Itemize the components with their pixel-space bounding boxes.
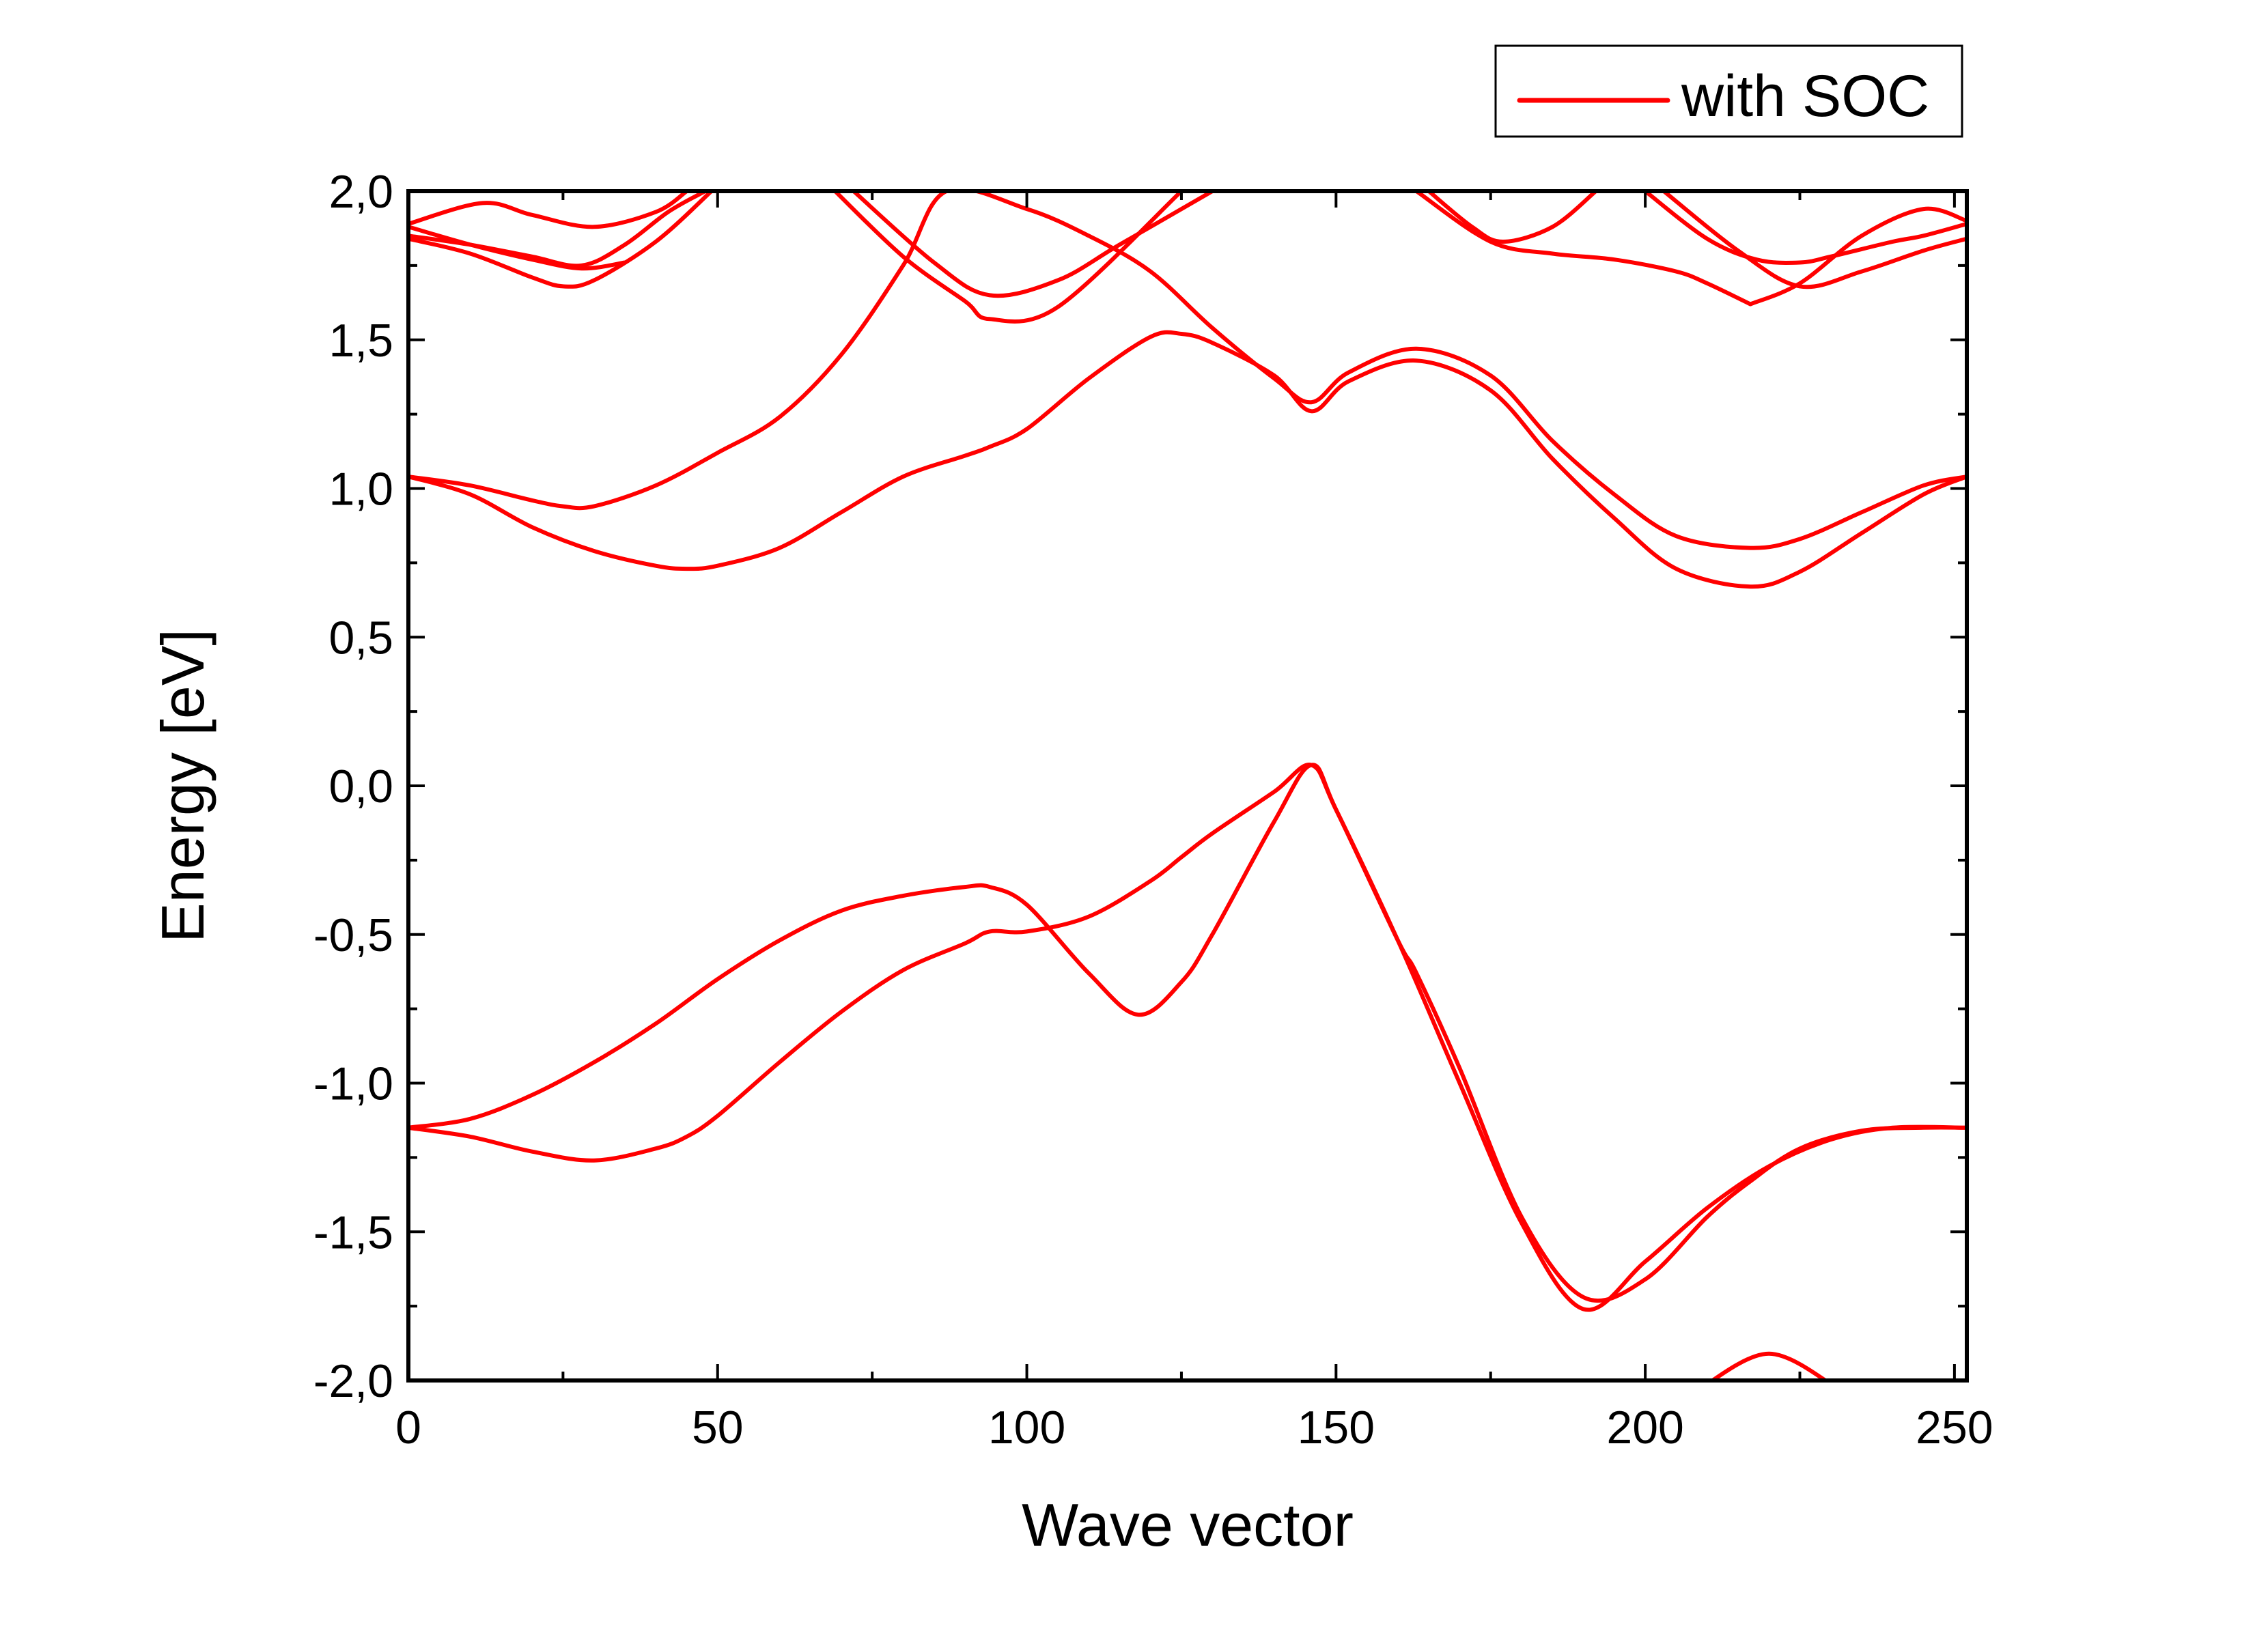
x-tick-label: 150	[1298, 1402, 1375, 1454]
band-line-4	[408, 191, 1967, 550]
band-line-13	[1643, 191, 1967, 265]
x-tick-label: 100	[988, 1402, 1065, 1454]
band-line-15	[1748, 206, 1967, 307]
x-axis-label: Wave vector	[1022, 1491, 1354, 1559]
band-line-6	[408, 191, 708, 268]
y-tick-label: 1,5	[328, 315, 393, 367]
y-tick-label: -1,5	[313, 1206, 393, 1258]
band-line-5	[408, 191, 714, 289]
band-line-14	[1662, 191, 1967, 289]
legend-box	[1494, 44, 1963, 138]
x-tick-label: 50	[692, 1402, 744, 1454]
legend: with SOC	[1494, 44, 1963, 138]
band-line-11	[1414, 191, 1753, 307]
x-tick-label: 0	[395, 1402, 421, 1454]
band-line-7	[408, 191, 689, 229]
y-tick-label: -0,5	[313, 909, 393, 961]
x-tick-label: 250	[1916, 1402, 1993, 1454]
y-tick-label: -2,0	[313, 1355, 393, 1407]
tick-layer: 0 50 100 150 200 250 -2,0 -1,5 -1,0 -0,5 0,0 0,5 1,0…	[313, 166, 1993, 1454]
band-line-8	[408, 225, 627, 271]
legend-label: with SOC	[1681, 63, 1929, 129]
x-tick-label: 200	[1606, 1402, 1683, 1454]
band-line-3	[408, 330, 1967, 589]
y-tick-label: 1,0	[328, 464, 393, 515]
series-layer	[408, 191, 1967, 1380]
y-tick-label: 0,0	[328, 761, 393, 812]
band-line-10	[852, 191, 1215, 298]
band-line-2	[408, 763, 1967, 1312]
band-line-1	[408, 763, 1967, 1303]
y-axis-label: Energy [eV]	[149, 629, 216, 943]
plot-frame	[406, 189, 1969, 1383]
y-tick-label: -1,0	[313, 1058, 393, 1110]
band-line-12	[1427, 191, 1598, 244]
y-tick-label: 2,0	[328, 166, 393, 218]
y-tick-label: 0,5	[328, 612, 393, 664]
band-line-16	[1709, 1351, 1830, 1380]
band-line-9	[832, 191, 1184, 324]
